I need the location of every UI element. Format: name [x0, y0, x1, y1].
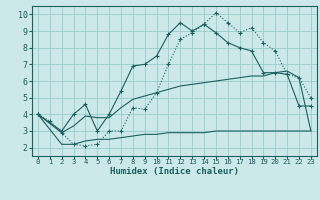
X-axis label: Humidex (Indice chaleur): Humidex (Indice chaleur)	[110, 167, 239, 176]
